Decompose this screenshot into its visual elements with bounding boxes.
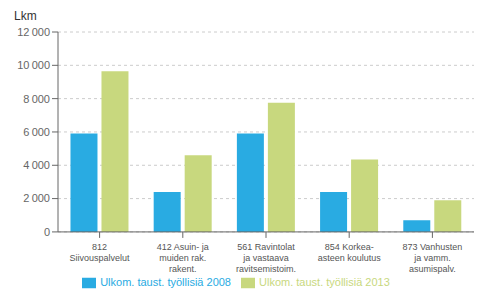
svg-text:561 Ravintolatja vastaavaravit: 561 Ravintolatja vastaavaravitsemistoim. bbox=[236, 242, 296, 274]
html-text:Ulkom. taust. työllisiä 2008: Ulkom. taust. työllisiä 2008 bbox=[100, 275, 231, 288]
svg-text:8 000: 8 000 bbox=[23, 93, 50, 105]
svg-text:2 000: 2 000 bbox=[23, 192, 50, 204]
svg-text:812Siivouspalvelut: 812Siivouspalvelut bbox=[70, 242, 131, 263]
svg-text:0: 0 bbox=[44, 226, 50, 238]
svg-text:6 000: 6 000 bbox=[23, 126, 50, 138]
html-text:Lkm: Lkm bbox=[14, 9, 37, 23]
svg-text:4 000: 4 000 bbox=[23, 159, 50, 171]
svg-text:12 000: 12 000 bbox=[17, 26, 50, 38]
svg-text:854 Korkea-asteen koulutus: 854 Korkea-asteen koulutus bbox=[318, 242, 382, 263]
svg-text:10 000: 10 000 bbox=[17, 59, 50, 71]
html-text:Ulkom. taust. työllisiä 2013: Ulkom. taust. työllisiä 2013 bbox=[259, 275, 390, 288]
svg-text:412 Asuin- jamuiden rak.rakent: 412 Asuin- jamuiden rak.rakent. bbox=[157, 242, 209, 274]
svg-text:873 Vanhustenja vamm.asumispal: 873 Vanhustenja vamm.asumispalv. bbox=[402, 242, 462, 274]
